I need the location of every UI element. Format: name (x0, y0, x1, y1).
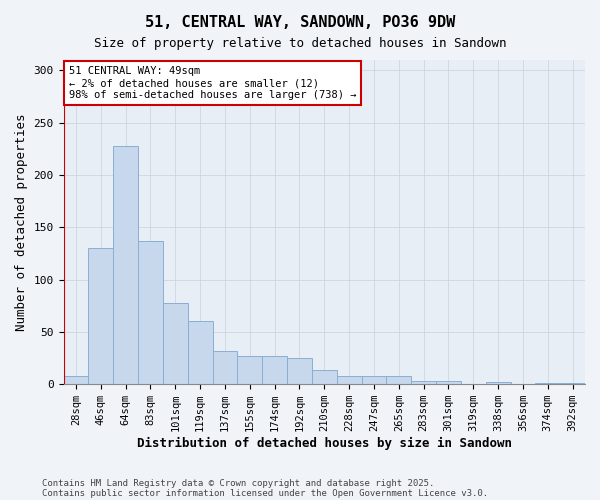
Text: 51 CENTRAL WAY: 49sqm
← 2% of detached houses are smaller (12)
98% of semi-detac: 51 CENTRAL WAY: 49sqm ← 2% of detached h… (69, 66, 356, 100)
Bar (88, 248, 113, 384)
Bar (337, 376, 362, 384)
Bar (560, 383, 585, 384)
Bar (312, 370, 337, 384)
Text: Contains public sector information licensed under the Open Government Licence v3: Contains public sector information licen… (42, 488, 488, 498)
Bar (485, 382, 511, 384)
Bar (64, 376, 88, 384)
Text: 51, CENTRAL WAY, SANDOWN, PO36 9DW: 51, CENTRAL WAY, SANDOWN, PO36 9DW (145, 15, 455, 30)
X-axis label: Distribution of detached houses by size in Sandown: Distribution of detached houses by size … (137, 437, 512, 450)
Bar (535, 383, 560, 384)
Bar (262, 356, 287, 384)
Bar (411, 381, 436, 384)
Bar (436, 381, 461, 384)
Bar (212, 350, 238, 384)
Bar (238, 356, 262, 384)
Y-axis label: Number of detached properties: Number of detached properties (15, 114, 28, 331)
Bar (287, 358, 312, 384)
Text: Contains HM Land Registry data © Crown copyright and database right 2025.: Contains HM Land Registry data © Crown c… (42, 478, 434, 488)
Bar (386, 376, 411, 384)
Bar (163, 302, 188, 384)
Text: Size of property relative to detached houses in Sandown: Size of property relative to detached ho… (94, 38, 506, 51)
Bar (188, 322, 212, 384)
Bar (113, 146, 138, 384)
Bar (138, 241, 163, 384)
Bar (362, 376, 386, 384)
